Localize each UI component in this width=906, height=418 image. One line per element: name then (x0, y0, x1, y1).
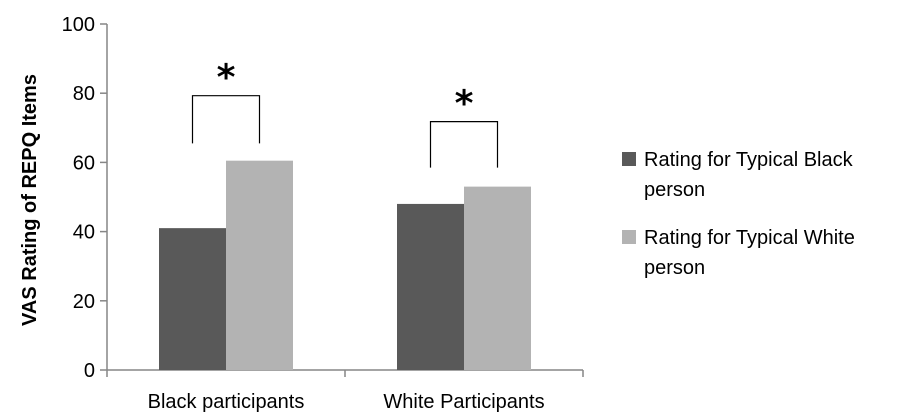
significance-bracket (191, 95, 261, 144)
y-tick-label: 80 (73, 83, 95, 105)
significance-bracket (429, 121, 499, 168)
y-tick-label: 60 (73, 152, 95, 174)
legend: Rating for Typical Black person Rating for… (622, 149, 855, 279)
significance-brackets: ** (191, 58, 499, 168)
x-category-label: White Participants (383, 391, 544, 413)
bar (226, 160, 293, 370)
bar (159, 228, 226, 370)
y-tick-label: 0 (84, 360, 95, 382)
y-axis-ticks: 0 20 40 60 80 100 (62, 14, 107, 382)
legend-swatch (622, 152, 636, 166)
y-tick-label: 40 (73, 222, 95, 244)
category-labels: Black participants White Participants (148, 391, 545, 413)
bars (159, 160, 531, 370)
x-category-label: Black participants (148, 391, 305, 413)
significance-marker: * (455, 84, 474, 125)
y-tick-label: 20 (73, 291, 95, 313)
significance-marker: * (217, 58, 236, 99)
y-tick-label: 100 (62, 14, 95, 36)
y-axis-title: VAS Rating of REPQ Items (19, 74, 41, 326)
legend-label: Rating for Typical White person (644, 227, 855, 279)
bar (397, 203, 464, 370)
legend-swatch (622, 230, 636, 244)
bar (464, 186, 531, 370)
legend-label: Rating for Typical Black person (644, 149, 854, 201)
y-axis-title-group: VAS Rating of REPQ Items (19, 74, 41, 326)
